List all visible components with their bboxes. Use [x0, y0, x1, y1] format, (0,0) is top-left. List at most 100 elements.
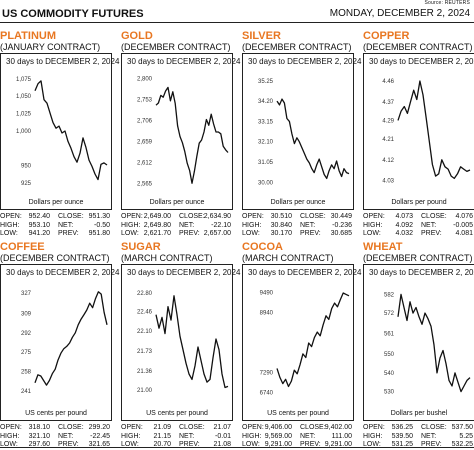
y-tick-label: 275: [21, 350, 32, 356]
price-series-line: [276, 292, 350, 388]
chart-unit: Dollars per ounce: [149, 199, 205, 206]
y-tick-label: 2,565: [137, 181, 153, 187]
stat-label-high: HIGH:: [0, 432, 20, 440]
contract-label: (MARCH CONTRACT): [242, 253, 334, 263]
stats-row: OPEN: 2,649.00 CLOSE: 2,634.90: [121, 213, 233, 222]
stats-row: HIGH: 953.10 NET: -0.50: [0, 222, 112, 231]
stat-value-low: 941.20: [28, 230, 50, 238]
y-tick-label: 7290: [260, 370, 274, 376]
chart-unit: Dollars per pound: [391, 199, 447, 206]
stat-label-net: NET:: [179, 221, 195, 229]
stat-value-high: 21.15: [153, 432, 171, 440]
stat-label-prev: PREV:: [300, 230, 321, 238]
price-series-line: [397, 293, 471, 393]
chart-period: 30 days to DECEMBER 2, 2024: [369, 57, 474, 66]
stat-value-prev: 21.08: [213, 441, 231, 449]
stats-row: LOW: 20.70 PREV: 21.08: [121, 441, 233, 450]
contract-label: (JANUARY CONTRACT): [0, 42, 101, 52]
chart-period: 30 days to DECEMBER 2, 2024: [6, 268, 120, 277]
stat-label-high: HIGH:: [242, 221, 262, 229]
stat-value-high: 953.10: [28, 221, 50, 229]
y-tick-label: 950: [21, 164, 32, 170]
stats-row: OPEN: 952.40 CLOSE: 951.30: [0, 213, 112, 222]
stat-value-net: -22.10: [211, 221, 231, 229]
stats-row: LOW: 4.032 PREV: 4.081: [363, 230, 474, 239]
chart-period: 30 days to DECEMBER 2, 2024: [127, 268, 241, 277]
commodity-name: WHEAT: [363, 241, 403, 253]
stat-value-prev: 532.25: [451, 441, 473, 449]
stat-label-close: CLOSE:: [421, 213, 447, 220]
stat-value-high: 2,649.80: [143, 221, 171, 229]
stat-value-open: 30.510: [270, 213, 292, 220]
stats-row: HIGH: 30.840 NET: -0.236: [242, 222, 354, 231]
y-tick-label: 6740: [260, 390, 274, 396]
stats-row: HIGH: 4.092 NET: -0.005: [363, 222, 474, 231]
line-chart: 530 540 550 561 572 582: [384, 292, 471, 396]
chart-period: 30 days to DECEMBER 2, 2024: [248, 57, 362, 66]
stats-row: HIGH: 21.15 NET: -0.01: [121, 433, 233, 442]
line-chart: 30.00 31.05 32.10 33.15 34.20 35.25: [258, 79, 350, 186]
stat-label-net: NET:: [300, 221, 316, 229]
y-tick-label: 34.20: [258, 99, 274, 105]
y-tick-label: 21.36: [137, 369, 153, 375]
chart-unit: US cents per pound: [25, 410, 87, 417]
stats-row: HIGH: 321.10 NET: -22.45: [0, 433, 112, 442]
y-tick-label: 2,753: [137, 97, 153, 103]
chart-box: 30 days to DECEMBER 2, 2024 2,565 2,612 2,6…: [121, 53, 240, 210]
stat-value-high: 9,569.00: [264, 432, 292, 440]
y-tick-label: 22.10: [137, 329, 153, 335]
stat-value-open: 9,406.00: [264, 424, 292, 431]
header-bar: Source: REUTERS US COMMODITY FUTURES MON…: [0, 0, 474, 23]
stat-value-low: 2,621.70: [143, 230, 171, 238]
commodity-name: PLATINUM: [0, 30, 57, 42]
stat-label-open: OPEN:: [242, 424, 264, 431]
stat-label-prev: PREV:: [58, 230, 79, 238]
y-tick-label: 292: [21, 331, 32, 337]
stats-row: OPEN: 318.10 CLOSE: 299.20: [0, 424, 112, 433]
stat-value-low: 30.170: [270, 230, 292, 238]
stat-label-net: NET:: [421, 221, 437, 229]
stats-row: LOW: 30.170 PREV: 30.685: [242, 230, 354, 239]
stats-table: OPEN: 2,649.00 CLOSE: 2,634.90 HIGH: 2,649.80…: [121, 213, 233, 239]
stat-value-open: 536.25: [391, 424, 413, 431]
price-series-line: [34, 80, 108, 181]
chart-box: 30 days to DECEMBER 2, 2024 241 258 275 292 3…: [0, 264, 119, 421]
y-tick-label: 582: [384, 292, 395, 298]
y-tick-label: 35.25: [258, 79, 274, 85]
stat-value-net: -22.45: [90, 432, 110, 440]
y-tick-label: 327: [21, 291, 32, 297]
stat-label-low: LOW:: [242, 441, 260, 449]
stat-value-net: -0.01: [215, 432, 231, 440]
chart-unit: US cents per pound: [267, 410, 329, 417]
stat-value-open: 2,649.00: [143, 213, 171, 220]
stat-value-net: -0.236: [332, 221, 352, 229]
stat-label-close: CLOSE:: [421, 424, 447, 431]
stat-value-open: 952.40: [28, 213, 50, 220]
stat-value-close: 4.076: [455, 213, 473, 220]
y-tick-label: 540: [384, 371, 395, 377]
source-credit: Source: REUTERS: [424, 0, 470, 6]
commodity-name: SUGAR: [121, 241, 161, 253]
chart-box: 30 days to DECEMBER 2, 2024 30.00 31.05 32.…: [242, 53, 361, 210]
y-tick-label: 22.46: [137, 309, 153, 315]
y-tick-label: 4.03: [382, 179, 394, 185]
stats-row: LOW: 941.20 PREV: 951.80: [0, 230, 112, 239]
price-series-line: [397, 80, 471, 180]
stat-label-high: HIGH:: [0, 221, 20, 229]
stat-label-close: CLOSE:: [58, 424, 84, 431]
stat-value-low: 9,291.00: [264, 441, 292, 449]
y-tick-label: 1,075: [16, 77, 32, 83]
commodity-name: COCOA: [242, 241, 283, 253]
chart-box: 30 days to DECEMBER 2, 2024 4.03 4.12 4.21 4…: [363, 53, 474, 210]
stat-label-net: NET:: [421, 432, 437, 440]
chart-period: 30 days to DECEMBER 2, 2024: [248, 268, 362, 277]
contract-label: (DECEMBER CONTRACT): [121, 42, 231, 52]
y-tick-label: 32.10: [258, 140, 274, 146]
stat-label-net: NET:: [58, 221, 74, 229]
stat-label-high: HIGH:: [121, 432, 141, 440]
stat-value-close: 951.30: [88, 213, 110, 220]
price-series-line: [155, 86, 229, 184]
stat-value-low: 297.60: [28, 441, 50, 449]
chart-box: 30 days to DECEMBER 2, 2024 925 950 1,000 1,…: [0, 53, 119, 210]
stat-value-net: 111.00: [331, 432, 352, 440]
